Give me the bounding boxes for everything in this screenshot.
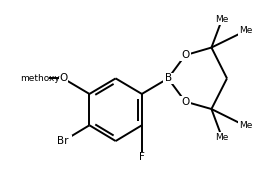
Text: O: O (59, 73, 67, 83)
Text: Br: Br (57, 136, 69, 146)
Bar (180, 50, 191, 61)
Text: Me: Me (215, 133, 228, 142)
Bar (238, 121, 253, 131)
Text: O: O (181, 50, 189, 60)
Text: Me: Me (239, 26, 252, 35)
Bar (214, 15, 229, 25)
Bar (55, 136, 72, 147)
Bar (214, 132, 229, 142)
Bar (180, 96, 191, 107)
Text: O: O (181, 97, 189, 107)
Text: Me: Me (239, 122, 252, 130)
Text: F: F (139, 152, 145, 162)
Bar (162, 73, 174, 84)
Bar (137, 152, 146, 161)
Text: B: B (165, 73, 172, 83)
Bar (238, 26, 253, 36)
Text: methoxy: methoxy (20, 74, 60, 83)
Text: Me: Me (215, 15, 228, 24)
Bar (59, 74, 68, 83)
Bar (29, 73, 49, 84)
